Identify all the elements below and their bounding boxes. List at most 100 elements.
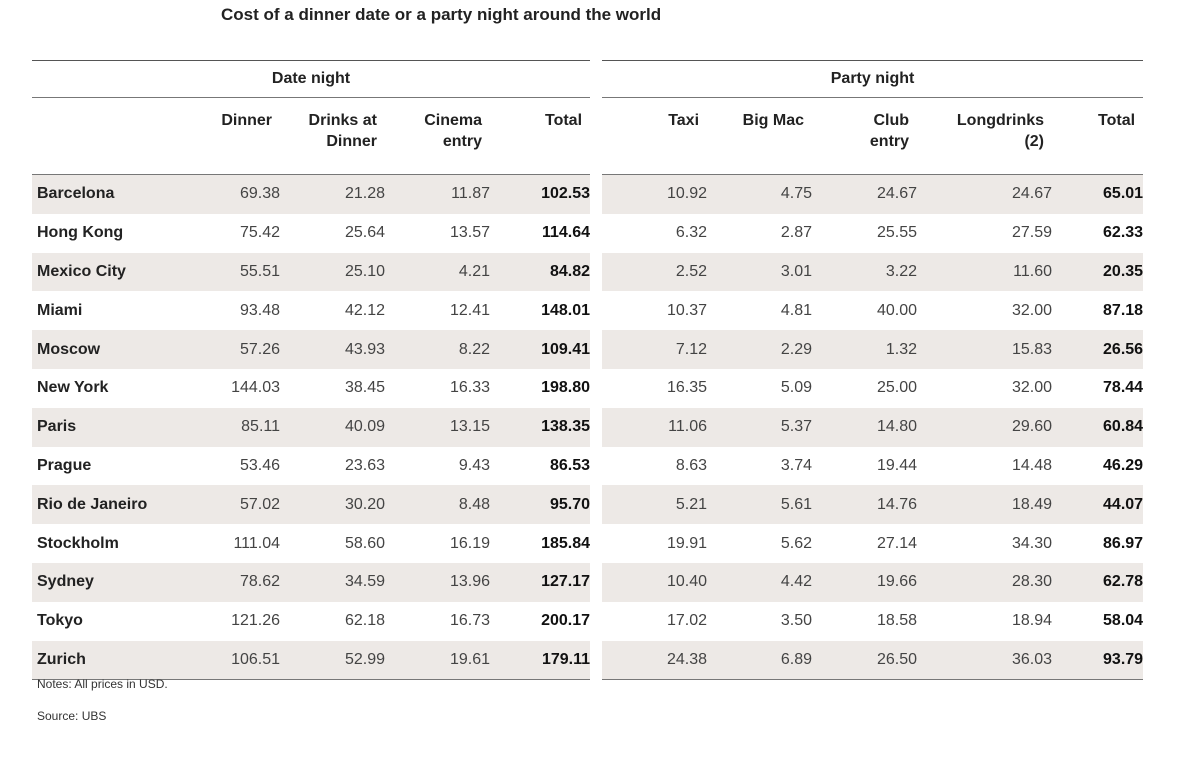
row-gap xyxy=(590,485,603,525)
party-night-value-cell: 19.91 xyxy=(666,534,708,552)
date-night-value-cell: 43.93 xyxy=(280,330,385,369)
party-night-total-cell: 58.04 xyxy=(1103,612,1144,630)
date-night-value-cell: 8.48 xyxy=(385,485,490,525)
party-night-value-cell: 36.03 xyxy=(917,640,1053,681)
city-cell: Barcelona xyxy=(32,174,204,214)
party-night-value-cell: 32.00 xyxy=(1011,379,1053,397)
party-night-value-cell: 27.14 xyxy=(876,534,918,552)
party-night-value-cell: 10.40 xyxy=(602,562,708,602)
party-night-total-cell: 65.01 xyxy=(1052,174,1144,214)
row-gap xyxy=(590,562,603,602)
table-row: Zurich 106.51 52.99 19.61 179.11 24.38 6.89 26.… xyxy=(32,640,1144,681)
table-row: Miami 93.48 42.12 12.41 148.01 10.37 4.81 40.00… xyxy=(32,291,1144,331)
party-night-value-cell: 6.32 xyxy=(675,224,708,242)
party-night-value-cell: 3.22 xyxy=(812,252,918,292)
party-night-value-cell: 24.67 xyxy=(917,174,1053,214)
row-gap xyxy=(590,291,603,331)
party-night-column-header-4: Total xyxy=(1052,97,1144,175)
row-gap xyxy=(590,524,603,563)
date-night-total-cell: 179.11 xyxy=(490,640,591,681)
date-night-total-cell: 127.17 xyxy=(490,562,591,602)
table-row: Moscow 57.26 43.93 8.22 109.41 7.12 2.29 1.32 15… xyxy=(32,330,1144,369)
party-night-value-cell: 5.61 xyxy=(707,485,813,525)
group-header-party-night: Party night xyxy=(602,60,1144,98)
party-night-column-header-3: Longdrinks (2) xyxy=(917,97,1053,175)
party-night-total-cell: 87.18 xyxy=(1103,301,1144,319)
party-night-total-cell: 46.29 xyxy=(1103,456,1144,474)
notes-text: Notes: All prices in USD. xyxy=(37,677,168,691)
source-text: Source: UBS xyxy=(37,709,107,723)
date-night-value-cell: 93.48 xyxy=(239,301,280,319)
table-row: Rio de Janeiro 57.02 30.20 8.48 95.70 5.21 5.6… xyxy=(32,485,1144,525)
party-night-value-cell: 18.94 xyxy=(1011,612,1053,630)
row-gap xyxy=(590,252,603,292)
date-night-value-cell: 16.19 xyxy=(449,534,490,552)
party-night-value-cell: 40.00 xyxy=(876,301,918,319)
column-header-row: Dinner Drinks at Dinner Cinema entry Total Tax… xyxy=(32,97,1144,175)
city-cell: Hong Kong xyxy=(37,224,124,242)
party-night-value-cell: 10.92 xyxy=(602,174,708,214)
party-night-value-cell: 5.37 xyxy=(707,407,813,447)
party-night-value-cell: 4.75 xyxy=(707,174,813,214)
group-gap xyxy=(590,61,602,98)
party-night-total-cell: 62.33 xyxy=(1103,224,1144,242)
party-night-value-cell: 32.00 xyxy=(1011,301,1053,319)
date-night-value-cell: 57.26 xyxy=(204,330,280,369)
party-night-value-cell: 29.60 xyxy=(917,407,1053,447)
party-night-value-cell: 5.62 xyxy=(780,534,813,552)
date-night-total-cell: 95.70 xyxy=(490,485,591,525)
party-night-value-cell: 7.12 xyxy=(602,330,708,369)
date-night-total-cell: 84.82 xyxy=(490,252,591,292)
party-night-value-cell: 10.37 xyxy=(666,301,708,319)
party-night-value-cell: 24.38 xyxy=(602,640,708,681)
row-gap xyxy=(590,446,603,486)
row-gap xyxy=(590,330,603,369)
date-night-value-cell: 57.02 xyxy=(204,485,280,525)
party-night-value-cell: 4.42 xyxy=(707,562,813,602)
date-night-value-cell: 34.59 xyxy=(280,562,385,602)
date-night-value-cell: 69.38 xyxy=(204,174,280,214)
date-night-value-cell: 75.42 xyxy=(239,224,280,242)
party-night-value-cell: 19.44 xyxy=(876,456,918,474)
group-header-row: Date night Party night xyxy=(32,60,1144,98)
table-row: Barcelona 69.38 21.28 11.87 102.53 10.92 4.75 2… xyxy=(32,174,1144,214)
party-night-value-cell: 4.81 xyxy=(780,301,813,319)
party-night-value-cell: 5.21 xyxy=(602,485,708,525)
party-night-value-cell: 8.63 xyxy=(675,456,708,474)
city-cell: Paris xyxy=(32,407,204,447)
date-night-column-header-3: Total xyxy=(490,97,591,175)
date-night-value-cell: 111.04 xyxy=(233,534,280,552)
city-cell: Rio de Janeiro xyxy=(32,485,204,525)
date-night-total-cell: 148.01 xyxy=(541,301,591,319)
row-gap xyxy=(590,213,603,253)
table-body: Barcelona 69.38 21.28 11.87 102.53 10.92 4.75 2… xyxy=(32,174,1144,681)
party-night-value-cell: 28.30 xyxy=(917,562,1053,602)
party-night-value-cell: 27.59 xyxy=(1011,224,1053,242)
city-cell: Sydney xyxy=(32,562,204,602)
party-night-total-cell: 20.35 xyxy=(1052,252,1144,292)
date-night-value-cell: 13.15 xyxy=(385,407,490,447)
group-header-date-night: Date night xyxy=(32,60,591,98)
row-gap xyxy=(590,368,603,408)
date-night-column-header-0: Dinner xyxy=(204,97,280,175)
party-night-value-cell: 2.52 xyxy=(602,252,708,292)
party-night-value-cell: 25.00 xyxy=(876,379,918,397)
party-night-value-cell: 6.89 xyxy=(707,640,813,681)
date-night-value-cell: 25.10 xyxy=(280,252,385,292)
date-night-column-header-2: Cinema entry xyxy=(385,97,490,175)
date-night-value-cell: 19.61 xyxy=(385,640,490,681)
date-night-value-cell: 13.57 xyxy=(449,224,490,242)
row-gap xyxy=(590,407,603,447)
column-gap xyxy=(590,98,602,175)
date-night-value-cell: 40.09 xyxy=(280,407,385,447)
table-row: Hong Kong 75.42 25.64 13.57 114.64 6.32 2.87 25… xyxy=(32,213,1144,253)
party-night-total-cell: 60.84 xyxy=(1052,407,1144,447)
party-night-total-cell: 78.44 xyxy=(1103,379,1144,397)
party-night-value-cell: 26.50 xyxy=(812,640,918,681)
date-night-value-cell: 4.21 xyxy=(385,252,490,292)
party-night-total-cell: 26.56 xyxy=(1052,330,1144,369)
date-night-value-cell: 106.51 xyxy=(204,640,280,681)
party-night-total-cell: 93.79 xyxy=(1052,640,1144,681)
date-night-value-cell: 21.28 xyxy=(280,174,385,214)
cost-table: Date night Party night Dinner Drinks at Di… xyxy=(32,60,1144,681)
